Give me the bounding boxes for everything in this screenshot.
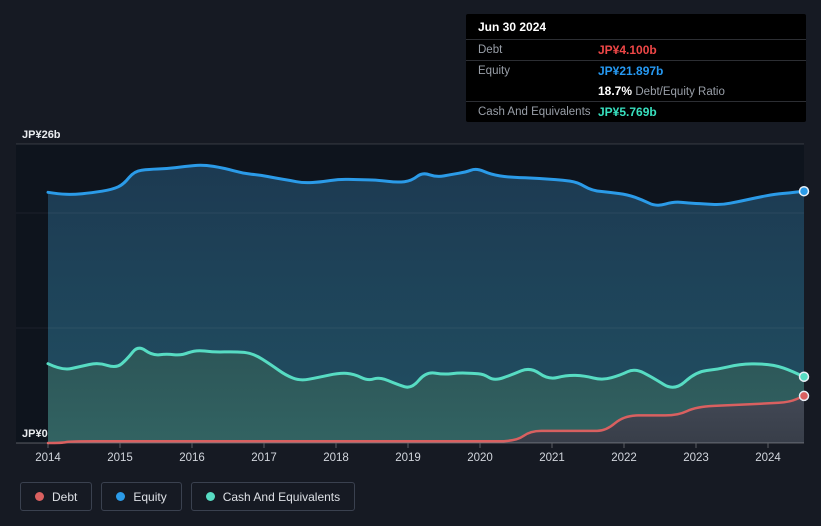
tooltip-ratio-value: 18.7% <box>598 84 633 98</box>
tooltip-row-debt: Debt JP¥4.100b <box>466 40 806 61</box>
x-axis-label: 2017 <box>251 452 277 464</box>
cash-area <box>48 348 804 443</box>
equity-line <box>46 163 806 207</box>
debt-area <box>48 395 804 443</box>
tooltip-debt-label: Debt <box>478 44 503 56</box>
tooltip-equity-value: JP¥21.897b <box>598 64 664 78</box>
tooltip-debt-value: JP¥4.100b <box>598 43 657 57</box>
x-axis-label: 2021 <box>539 452 565 464</box>
x-axis-label: 2019 <box>395 452 421 464</box>
debt-line <box>46 394 806 445</box>
x-axis-label: 2024 <box>755 452 781 464</box>
cash-end-marker[interactable] <box>798 371 810 382</box>
tooltip-equity-label: Equity <box>478 65 510 77</box>
tooltip-date: Jun 30 2024 <box>466 14 806 40</box>
debt-end-marker[interactable] <box>798 390 810 402</box>
debt-equity-history-chart: JP¥26b JP¥0 2014 2015 2016 2017 2018 2019 2020 20… <box>16 129 810 464</box>
legend-item-debt[interactable]: Debt <box>20 482 93 511</box>
tooltip-row-equity: Equity JP¥21.897b <box>466 61 806 81</box>
y-axis-label: JP¥26b <box>22 129 61 141</box>
x-axis-label: 2016 <box>179 452 205 464</box>
debt-legend-dot-icon <box>35 492 44 501</box>
x-axis-label: 2014 <box>35 452 61 464</box>
legend-debt-label: Debt <box>52 489 78 504</box>
legend-item-equity[interactable]: Equity <box>101 482 182 511</box>
tooltip-row-cash: Cash And Equivalents JP¥5.769b <box>466 102 806 122</box>
x-axis-label: 2020 <box>467 452 493 464</box>
x-axis-label: 2023 <box>683 452 709 464</box>
cash-line <box>46 346 806 389</box>
chart-tooltip: Jun 30 2024 Debt JP¥4.100b Equity JP¥21.… <box>466 14 806 122</box>
x-axis-label: 2022 <box>611 452 637 464</box>
y-axis-label: JP¥0 <box>22 428 48 440</box>
legend-cash-label: Cash And Equivalents <box>222 489 341 504</box>
tooltip-row-ratio: 18.7% Debt/Equity Ratio <box>466 81 806 102</box>
tooltip-cash-value: JP¥5.769b <box>598 105 657 119</box>
equity-end-marker[interactable] <box>798 185 810 197</box>
x-axis-label: 2015 <box>107 452 133 464</box>
tooltip-cash-label: Cash And Equivalents <box>478 106 591 118</box>
chart-legend: Debt Equity Cash And Equivalents <box>20 482 356 511</box>
cash-legend-dot-icon <box>205 492 215 501</box>
equity-legend-dot-icon <box>116 492 126 501</box>
tooltip-ratio: 18.7% Debt/Equity Ratio <box>598 84 794 98</box>
legend-item-cash[interactable]: Cash And Equivalents <box>190 482 356 511</box>
x-axis-label: 2018 <box>323 452 349 464</box>
legend-equity-label: Equity <box>133 489 167 504</box>
tooltip-ratio-label: Debt/Equity Ratio <box>635 86 725 98</box>
